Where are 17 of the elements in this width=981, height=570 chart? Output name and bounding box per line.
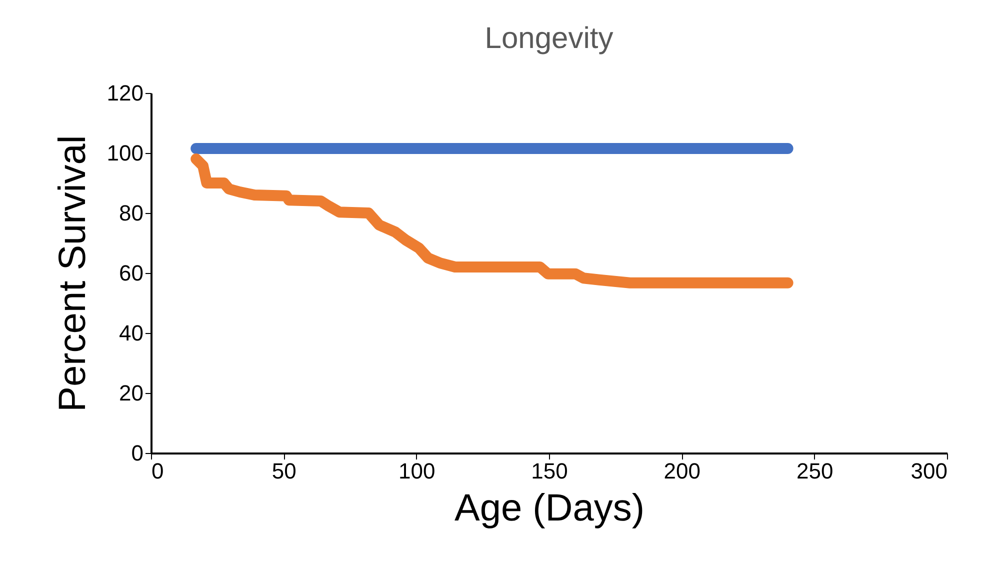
- x-tick-label: 50: [272, 458, 296, 484]
- y-tick-label: 0: [131, 440, 144, 466]
- x-tick-label: 200: [664, 458, 701, 484]
- y-tick-label: 100: [106, 140, 144, 166]
- y-tick-label: 60: [119, 260, 144, 286]
- y-tick-label: 120: [106, 80, 144, 106]
- x-tick-label: 100: [398, 458, 436, 484]
- y-tick-label: 80: [119, 200, 144, 226]
- x-tick-label: 0: [152, 458, 164, 484]
- y-tick-label: 40: [119, 320, 144, 346]
- x-axis-title: Age (Days): [454, 488, 645, 530]
- x-tick-label: 300: [910, 458, 948, 484]
- y-tick-label: 20: [119, 380, 144, 406]
- chart-title: Longevity: [484, 22, 614, 55]
- x-tick-label: 250: [796, 458, 834, 484]
- y-axis-title: Percent Survival: [52, 135, 94, 412]
- x-tick-label: 150: [531, 458, 568, 484]
